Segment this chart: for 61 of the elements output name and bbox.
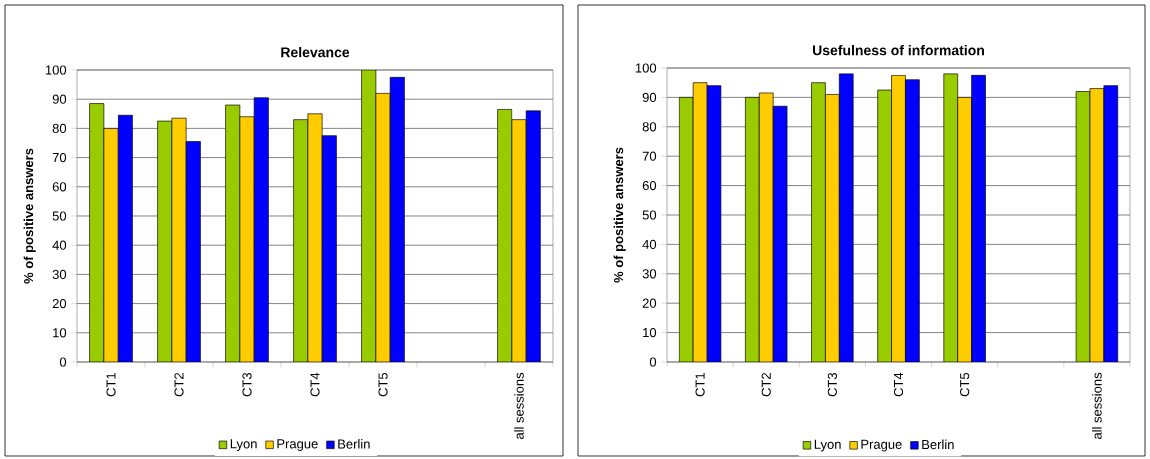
y-tick-label: 40 [52,240,67,250]
x-tick-label: all sessions [514,372,524,440]
bar [811,82,826,362]
x-tick-label: CT1 [695,373,705,397]
y-tick-label: 80 [52,123,67,133]
x-tick-label: CT2 [761,373,771,397]
y-tick-label: 80 [642,122,657,132]
y-tick-label: 50 [642,210,657,220]
x-tick-label: CT5 [960,372,970,397]
bar [957,97,972,362]
y-tick-label: 60 [642,180,657,191]
legend-label: Berlin [338,439,370,449]
y-tick-label: 0 [649,357,657,367]
chart-title: Relevance [281,47,350,58]
y-tick-label: 10 [53,328,67,338]
bar [389,76,405,362]
y-tick-label: 70 [642,151,657,161]
bar [943,73,959,362]
legend-label: Berlin [922,439,954,450]
bar [253,97,269,362]
y-tick-label: 30 [642,269,657,279]
bar [905,79,920,362]
x-tick-label: CT5 [378,372,388,397]
bar [825,94,840,362]
y-tick-label: 100 [635,63,657,73]
bar [758,92,774,362]
y-tick-label: 0 [59,357,67,367]
y-axis-title: % of positive answers [613,147,626,283]
y-tick-label: 100 [45,65,67,75]
y-tick-label: 20 [52,298,67,309]
bar [745,97,760,362]
y-tick-label: 90 [52,94,67,104]
bar [838,73,854,362]
y-tick-label: 60 [52,182,67,192]
bar [185,141,201,362]
x-tick-label: CT3 [827,372,837,397]
x-tick-label: all sessions [1092,372,1102,440]
bar [525,110,541,362]
x-tick-label: CT3 [242,372,252,397]
bar [971,75,986,362]
bar [891,75,906,362]
bar [321,135,337,362]
y-tick-label: 70 [52,152,67,163]
x-tick-label: CT4 [893,372,904,397]
y-tick-label: 40 [642,239,657,249]
y-axis-title: % of positive answers [23,148,36,284]
x-tick-label: CT1 [106,373,116,397]
x-tick-label: CT4 [310,372,320,397]
legend-label: Prague [277,439,318,451]
y-tick-label: 20 [642,298,657,308]
legend-label: Lyon [230,439,257,451]
y-tick-label: 90 [642,92,657,102]
bar [877,89,892,362]
chart-title: Usefulness of information [812,45,984,56]
y-tick-label: 10 [643,327,657,338]
y-tick-label: 50 [52,211,67,221]
bar [117,114,133,362]
y-tick-label: 30 [52,269,67,279]
legend-label: Prague [861,439,902,452]
x-tick-label: CT2 [174,373,184,397]
legend-label: Lyon [814,439,841,452]
